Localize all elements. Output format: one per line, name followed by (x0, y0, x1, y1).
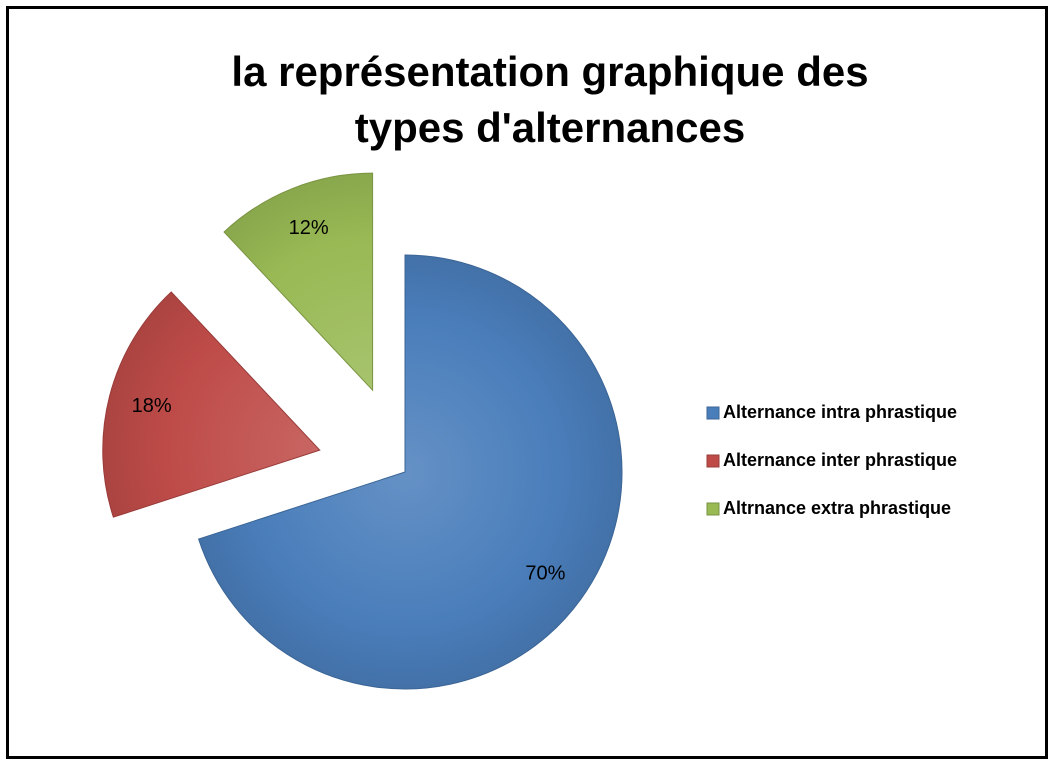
chart-title: la représentation graphique des types d'… (231, 48, 869, 151)
legend-swatch (706, 406, 720, 420)
data-label: 12% (289, 217, 329, 239)
legend-swatch (706, 454, 720, 468)
pie-slice (197, 254, 623, 690)
legend-label: Altrnance extra phrastique (723, 498, 951, 518)
pie-slice (102, 291, 321, 518)
legend-label: Alternance inter phrastique (723, 450, 957, 470)
data-label: 18% (132, 395, 172, 417)
data-label: 70% (525, 562, 565, 584)
chart-frame (6, 6, 1048, 759)
legend-label: Alternance intra phrastique (723, 402, 957, 422)
pie-slice (223, 172, 374, 392)
legend-swatch (706, 502, 720, 516)
